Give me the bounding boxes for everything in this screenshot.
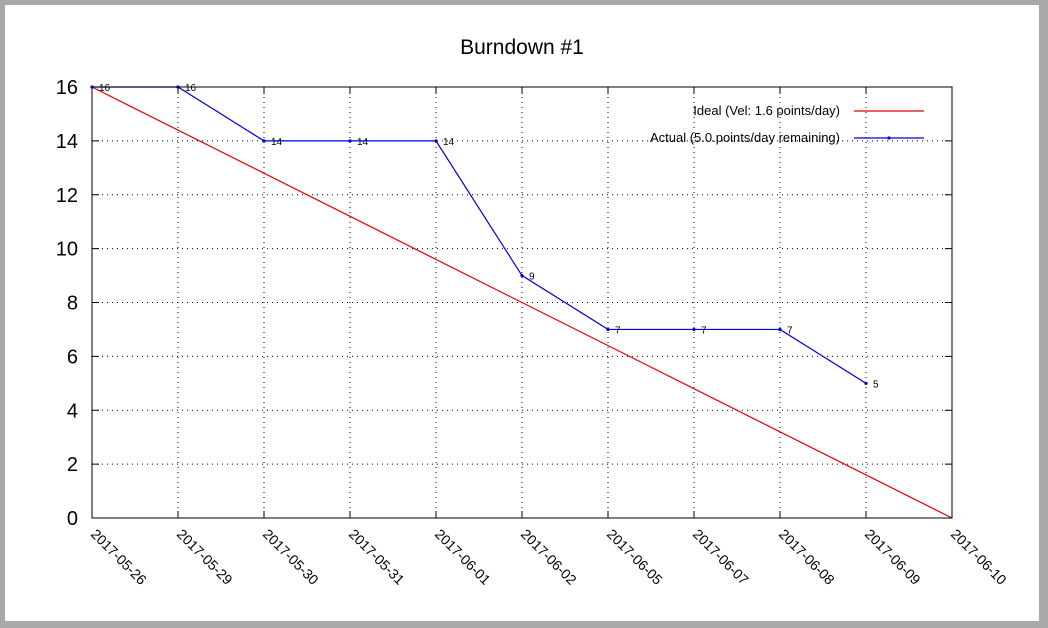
data-label: 14 (357, 137, 369, 148)
legend-label: Actual (5.0.points/day remaining) (650, 130, 840, 145)
actual-data-point (434, 139, 438, 143)
data-label: 9 (529, 272, 535, 283)
actual-data-point (606, 327, 610, 332)
legend: Ideal (Vel: 1.6 points/day) Actual (5.0.p… (650, 103, 924, 145)
x-tick-label: 2017-05-31 (346, 526, 408, 588)
actual-series-line (92, 86, 867, 384)
x-tick-label: 2017-06-10 (948, 526, 1010, 588)
ideal-series-line (91, 86, 953, 519)
actual-data-point (778, 327, 782, 332)
chart-frame: Burndown #1 0 2 4 6 8 10 12 14 16 2017-05-26 2017… (5, 5, 1039, 621)
data-label: 14 (443, 137, 455, 148)
series-lines (90, 85, 953, 519)
y-tick-label: 6 (67, 346, 78, 368)
actual-data-point (864, 381, 868, 385)
data-label: 7 (615, 325, 621, 336)
legend-label: Ideal (Vel: 1.6 points/day) (693, 103, 840, 118)
data-label: 7 (787, 325, 793, 336)
y-tick-label: 0 (67, 508, 78, 530)
data-label: 14 (271, 137, 283, 148)
y-tick-label: 14 (56, 131, 78, 153)
data-labels: 16 16 14 14 14 9 7 7 7 5 (99, 83, 879, 390)
actual-data-point (262, 139, 266, 143)
x-tick-label: 2017-06-07 (690, 526, 752, 588)
x-tick-label: 2017-06-09 (862, 526, 924, 588)
data-label: 16 (185, 83, 197, 94)
chart-title: Burndown #1 (460, 36, 584, 59)
actual-data-point (520, 273, 524, 278)
x-tick-label: 2017-05-29 (174, 526, 236, 588)
y-tick-label: 12 (56, 185, 78, 207)
x-tick-label: 2017-06-05 (604, 526, 666, 588)
x-axis-tick-labels: 2017-05-26 2017-05-29 2017-05-30 2017-05-31… (88, 526, 1010, 588)
y-tick-label: 4 (67, 400, 78, 422)
actual-data-point (692, 327, 696, 332)
data-label: 7 (701, 325, 707, 336)
x-tick-label: 2017-06-02 (518, 526, 580, 588)
tick-marks (91, 86, 953, 519)
data-label: 5 (873, 379, 879, 390)
x-tick-label: 2017-05-30 (260, 526, 322, 588)
actual-data-point (348, 139, 352, 143)
data-label: 16 (99, 83, 111, 94)
x-tick-label: 2017-06-08 (776, 526, 838, 588)
y-tick-label: 8 (67, 293, 78, 315)
x-tick-label: 2017-05-26 (88, 526, 150, 588)
y-tick-label: 2 (67, 454, 78, 476)
legend-marker (887, 136, 891, 140)
y-tick-label: 10 (56, 239, 78, 261)
x-tick-label: 2017-06-01 (432, 526, 494, 588)
y-axis-tick-labels: 0 2 4 6 8 10 12 14 16 (56, 77, 78, 530)
y-tick-label: 16 (56, 77, 78, 99)
